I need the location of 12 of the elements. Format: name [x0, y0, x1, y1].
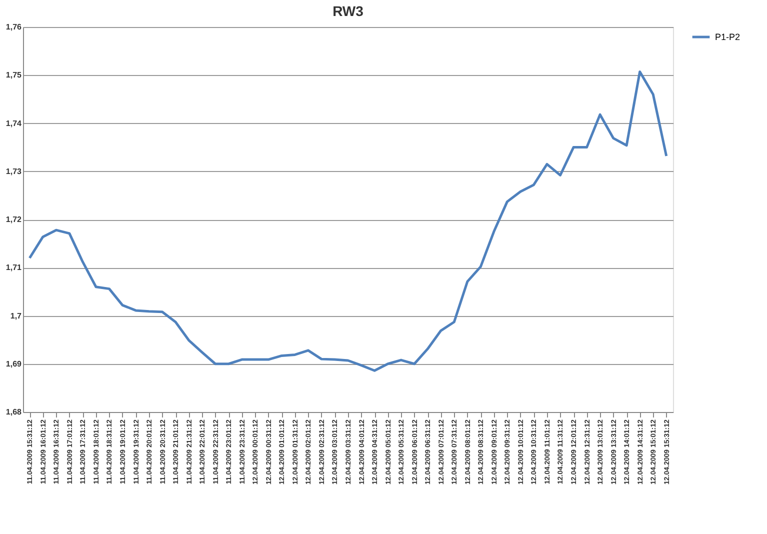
- legend-label: P1-P2: [715, 32, 740, 42]
- y-tick-label: 1,75: [6, 70, 22, 80]
- y-tick-label: 1,76: [6, 22, 22, 32]
- y-tick-label: 1,73: [6, 166, 22, 176]
- y-tick-label: 1,7: [10, 311, 22, 320]
- y-tick-label: 1,71: [6, 263, 22, 272]
- y-tick-label: 1,68: [6, 408, 22, 416]
- chart-title: RW3: [332, 3, 364, 19]
- y-tick-label: 1,74: [6, 118, 22, 128]
- line-series: [28, 70, 668, 372]
- y-tick-label: 1,69: [6, 359, 22, 368]
- y-tick-label: 1,72: [6, 215, 22, 224]
